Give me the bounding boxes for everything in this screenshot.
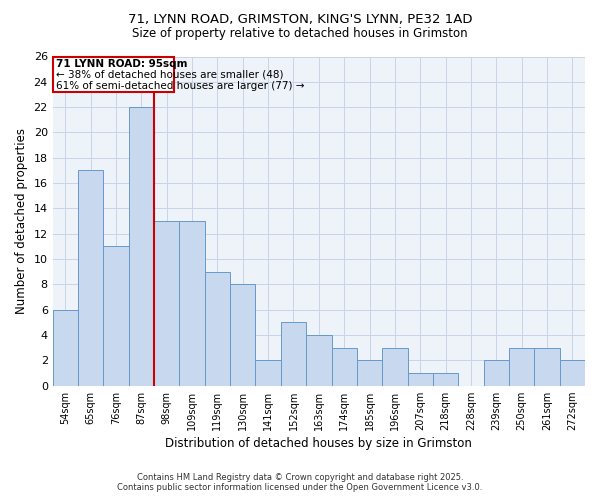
Bar	[154, 221, 179, 386]
Text: 71, LYNN ROAD, GRIMSTON, KING'S LYNN, PE32 1AD: 71, LYNN ROAD, GRIMSTON, KING'S LYNN, PE…	[128, 12, 472, 26]
Bar	[535, 348, 560, 386]
Bar	[230, 284, 256, 386]
Bar	[332, 348, 357, 386]
Text: 71 LYNN ROAD: 95sqm: 71 LYNN ROAD: 95sqm	[56, 59, 188, 69]
Bar	[53, 310, 78, 386]
Bar	[560, 360, 585, 386]
Text: Size of property relative to detached houses in Grimston: Size of property relative to detached ho…	[132, 28, 468, 40]
Bar	[103, 246, 129, 386]
Bar	[357, 360, 382, 386]
Bar	[484, 360, 509, 386]
Bar	[179, 221, 205, 386]
Bar	[205, 272, 230, 386]
Text: 61% of semi-detached houses are larger (77) →: 61% of semi-detached houses are larger (…	[56, 80, 305, 90]
Bar	[407, 373, 433, 386]
Bar	[78, 170, 103, 386]
Bar	[433, 373, 458, 386]
Text: ← 38% of detached houses are smaller (48): ← 38% of detached houses are smaller (48…	[56, 70, 284, 80]
Bar	[281, 322, 306, 386]
Bar	[306, 335, 332, 386]
Text: Contains HM Land Registry data © Crown copyright and database right 2025.
Contai: Contains HM Land Registry data © Crown c…	[118, 473, 482, 492]
Bar	[509, 348, 535, 386]
Bar	[382, 348, 407, 386]
Y-axis label: Number of detached properties: Number of detached properties	[15, 128, 28, 314]
Bar	[129, 107, 154, 386]
X-axis label: Distribution of detached houses by size in Grimston: Distribution of detached houses by size …	[166, 437, 472, 450]
Bar	[256, 360, 281, 386]
Bar	[53, 56, 175, 92]
